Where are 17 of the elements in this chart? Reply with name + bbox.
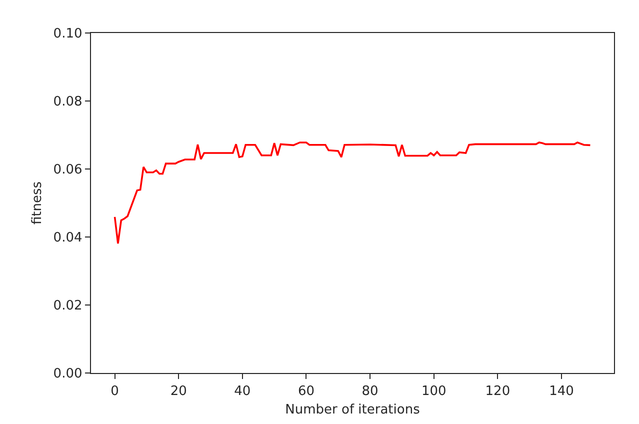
y-axis-title: fitness — [30, 181, 46, 225]
x-tick-label: 120 — [485, 384, 510, 399]
y-tick-label: 0.00 — [53, 366, 82, 382]
y-tick-label: 0.08 — [53, 94, 82, 110]
y-tick-label: 0.06 — [53, 162, 82, 178]
y-tick-label: 0.10 — [53, 26, 82, 42]
x-tick-label: 20 — [170, 384, 187, 399]
x-tick-label: 100 — [421, 384, 446, 399]
line-series — [114, 142, 592, 244]
x-tick-label: 140 — [549, 384, 574, 399]
x-tick-label: 0 — [110, 384, 119, 399]
y-tick-label: 0.04 — [53, 230, 82, 246]
y-tick-label: 0.02 — [53, 298, 82, 314]
x-tick-label: 40 — [234, 384, 251, 399]
x-tick-label: 60 — [298, 384, 315, 399]
x-axis-title: Number of iterations — [285, 402, 420, 418]
x-tick-label: 80 — [362, 384, 378, 399]
